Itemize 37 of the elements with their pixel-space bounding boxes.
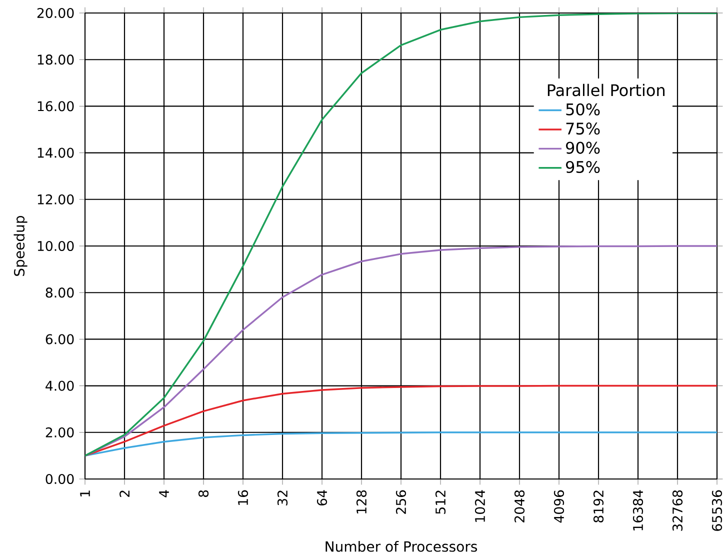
x-tick-label: 128 xyxy=(356,490,367,514)
y-tick-label: 4.00 xyxy=(46,380,74,391)
x-tick-label: 1 xyxy=(80,490,90,496)
x-tick-label: 256 xyxy=(396,490,406,514)
y-tick-label: 0.00 xyxy=(46,474,74,484)
line-series xyxy=(85,12,718,457)
y-tick-label: 14.00 xyxy=(38,148,74,158)
x-tick-label: 8192 xyxy=(593,490,604,522)
x-tick-label: 65536 xyxy=(712,490,722,531)
y-tick-label: 8.00 xyxy=(46,288,74,298)
x-tick-label: 16 xyxy=(238,490,248,505)
line-series xyxy=(85,245,718,457)
legend-label: 90% xyxy=(566,142,600,154)
legend-label: 50% xyxy=(566,103,600,116)
x-tick-label: 4096 xyxy=(554,490,564,523)
y-tick-label: 2.00 xyxy=(46,427,74,438)
y-tick-label: 16.00 xyxy=(38,101,74,112)
y-tick-label: 12.00 xyxy=(38,194,74,204)
y-tick-label: 10.00 xyxy=(38,240,74,252)
x-tick-label: 1024 xyxy=(474,490,486,522)
legend-label: 95% xyxy=(566,160,600,174)
y-axis-title: Speedup xyxy=(14,216,28,276)
x-axis-title: Number of Processors xyxy=(326,540,478,552)
y-tick-label: 20.00 xyxy=(37,8,74,18)
y-tick-label: 6.00 xyxy=(46,334,74,344)
x-tick-label: 4 xyxy=(159,490,169,498)
x-tick-label: 32768 xyxy=(672,490,683,531)
x-tick-label: 64 xyxy=(316,490,328,506)
x-tick-label: 512 xyxy=(435,490,446,514)
legend-title: Parallel Portion xyxy=(548,84,664,96)
x-tick-label: 16384 xyxy=(632,490,644,530)
legend-label: 75% xyxy=(566,122,600,135)
x-tick-label: 8 xyxy=(198,490,209,497)
x-tick-label: 2048 xyxy=(514,490,525,522)
x-tick-label: 32 xyxy=(277,490,288,506)
y-tick-label: 18.00 xyxy=(38,54,74,65)
x-tick-label: 2 xyxy=(120,490,130,497)
